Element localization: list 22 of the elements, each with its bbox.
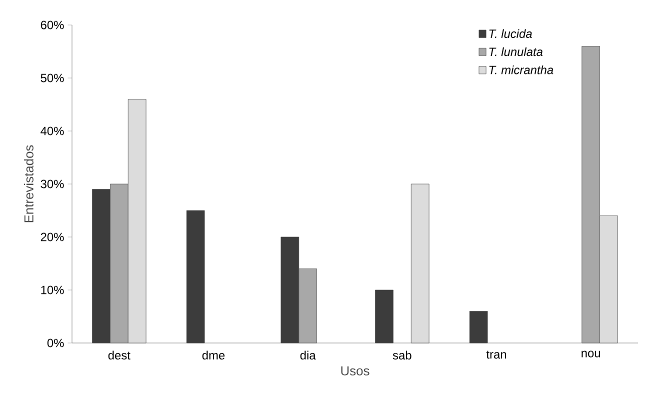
bar	[410, 184, 430, 344]
y-tick-label: 10%	[41, 286, 64, 294]
x-axis-title: Usos	[341, 366, 370, 376]
bar	[186, 210, 205, 344]
x-tick-label: dia	[300, 350, 316, 360]
bar	[375, 290, 394, 344]
legend-label: T. micrantha	[489, 65, 554, 74]
y-tick-label: 0%	[47, 338, 64, 348]
legend-label: T. lucida	[489, 29, 532, 38]
x-tick-label: dest	[108, 350, 130, 360]
y-tick-label: 50%	[40, 74, 64, 82]
bar	[469, 311, 488, 344]
y-axis-title: Entrevistados	[24, 145, 34, 222]
x-tick-label: sab	[392, 350, 412, 360]
y-tick-label: 20%	[40, 232, 64, 242]
x-tick-label: nou	[582, 350, 600, 358]
x-tick-label: tran	[486, 350, 506, 359]
y-tick-label: 60%	[40, 20, 64, 30]
legend-label: T. lunulata	[489, 47, 543, 56]
x-tick-label: dme	[202, 350, 225, 360]
y-tick-label: 30%	[40, 180, 64, 188]
y-tick-label: 40%	[40, 126, 64, 136]
